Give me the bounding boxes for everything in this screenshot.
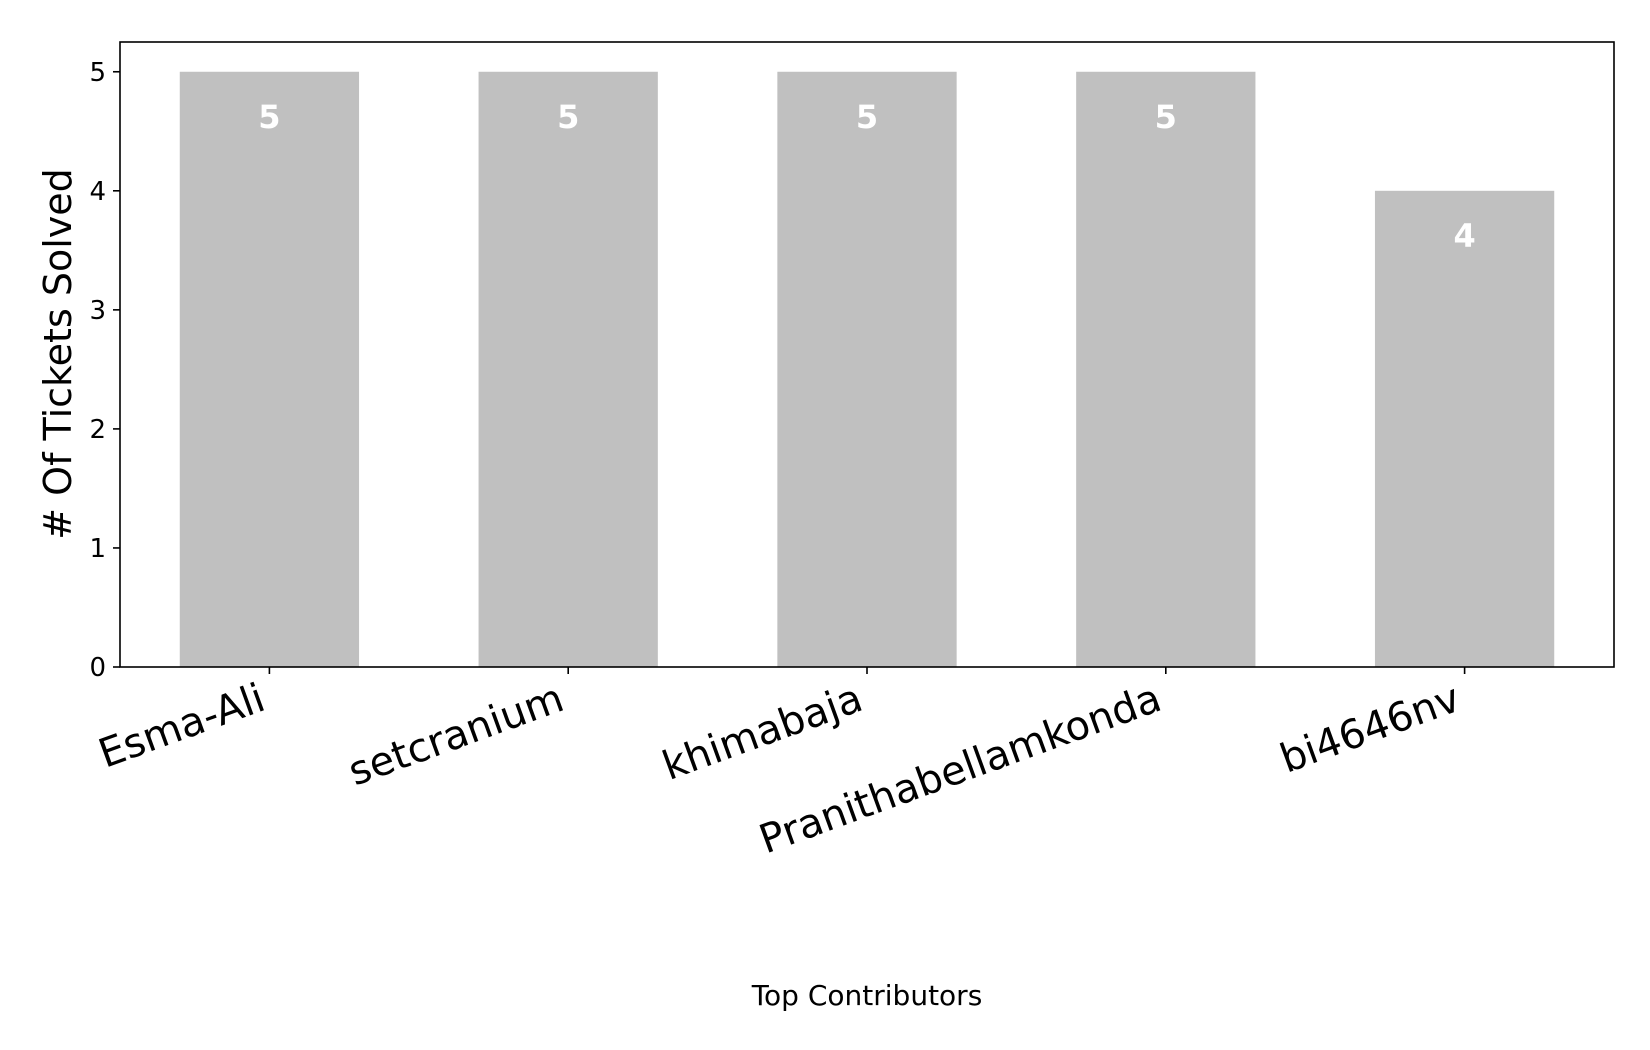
x-tick-label: khimabaja — [657, 675, 869, 790]
data-label-khimabaja: 5 — [856, 98, 878, 136]
y-tick-label: 5 — [89, 58, 106, 88]
y-tick-label: 3 — [89, 296, 106, 326]
x-axis-label: Top Contributors — [751, 979, 983, 1012]
bars-layer — [179, 71, 1555, 668]
data-label-Esma-Ali: 5 — [258, 98, 280, 136]
data-labels-layer: 5 5 5 5 4 — [258, 98, 1475, 255]
bar-khimabaja — [777, 71, 957, 667]
bar-Pranithabellamkonda — [1076, 71, 1256, 667]
y-tick-label: 4 — [89, 177, 106, 207]
bar-Esma-Ali — [179, 71, 360, 667]
x-tick-label: Esma-Ali — [93, 675, 271, 777]
bar-bi4646nv — [1374, 190, 1555, 668]
x-axis: Esma-Ali setcranium khimabajaPranithabella… — [93, 667, 1466, 863]
bar-setcranium — [478, 71, 658, 667]
y-axis: 0 1 2 3 4 5 — [89, 58, 120, 683]
y-tick-label: 1 — [89, 534, 106, 564]
y-tick-label: 2 — [89, 415, 106, 445]
data-label-Pranithabellamkonda: 5 — [1155, 98, 1177, 136]
y-axis-label: # Of Tickets Solved — [36, 168, 80, 540]
x-tick-label: setcranium — [343, 675, 570, 795]
y-tick-label: 0 — [89, 653, 106, 683]
x-tick-label: bi4646nv — [1274, 675, 1466, 782]
data-label-setcranium: 5 — [557, 98, 579, 136]
data-label-bi4646nv: 4 — [1453, 217, 1475, 255]
